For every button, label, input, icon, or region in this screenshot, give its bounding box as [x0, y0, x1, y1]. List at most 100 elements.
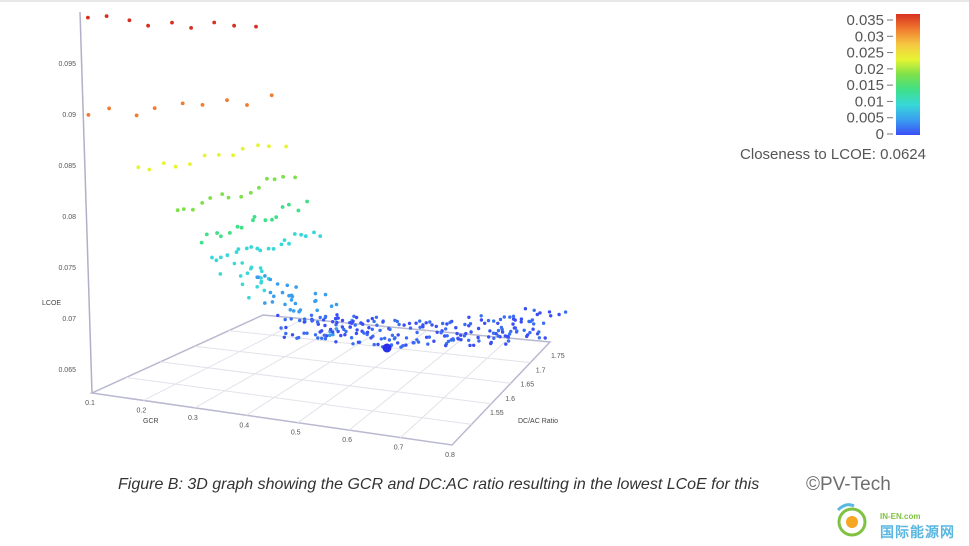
data-point	[421, 325, 425, 329]
lcoe-tick-label: 0.085	[58, 163, 76, 170]
data-point	[454, 326, 458, 330]
data-point	[444, 343, 448, 348]
data-point	[86, 15, 90, 20]
dcac-tick-label: 1.6	[505, 396, 515, 403]
data-point	[331, 320, 335, 324]
data-point	[366, 319, 370, 323]
data-point	[383, 336, 387, 340]
data-point	[397, 322, 401, 327]
data-point	[529, 319, 533, 324]
data-point	[354, 315, 359, 320]
data-point	[316, 336, 320, 340]
data-point	[333, 316, 338, 321]
data-point	[188, 162, 192, 167]
data-point	[331, 330, 335, 334]
data-point	[235, 224, 240, 229]
data-point	[258, 248, 263, 253]
data-point	[280, 205, 285, 209]
data-point	[395, 319, 399, 324]
data-point	[489, 340, 493, 345]
data-point	[318, 234, 323, 239]
data-point	[271, 247, 276, 251]
data-point	[349, 336, 354, 340]
floor-grid	[89, 314, 552, 446]
data-point	[350, 321, 354, 325]
data-point	[210, 255, 214, 260]
data-point	[218, 272, 223, 276]
data-point	[459, 338, 463, 342]
data-point	[161, 161, 166, 166]
data-point	[532, 322, 536, 326]
data-point	[448, 320, 452, 325]
data-point	[290, 333, 295, 337]
data-point	[275, 282, 280, 286]
data-point	[563, 310, 568, 314]
data-point	[459, 333, 463, 337]
gcr-tick-label: 0.6	[342, 437, 352, 444]
data-point	[479, 318, 484, 322]
watermark-text: ©PV-Tech	[806, 474, 891, 495]
data-point	[260, 269, 264, 274]
data-point	[312, 230, 316, 235]
data-point	[249, 245, 254, 249]
data-point	[416, 340, 421, 344]
data-point	[228, 231, 232, 235]
data-point	[282, 335, 286, 339]
data-point	[238, 274, 243, 278]
data-point	[289, 317, 293, 321]
data-point	[173, 164, 178, 169]
data-point	[318, 315, 322, 320]
data-point	[258, 266, 263, 270]
data-point	[299, 232, 303, 237]
data-point	[388, 327, 392, 332]
data-point	[309, 313, 314, 317]
data-point	[245, 103, 249, 107]
data-point	[434, 324, 438, 329]
data-point	[418, 319, 422, 323]
data-point	[479, 314, 483, 318]
data-point	[216, 153, 221, 157]
data-point	[352, 314, 356, 318]
data-point	[262, 288, 267, 293]
data-point	[181, 207, 186, 212]
x-axis-label: GCR	[143, 418, 159, 425]
data-point	[488, 329, 492, 333]
grid-line-gcr	[348, 333, 469, 431]
data-point	[127, 18, 132, 23]
data-point	[360, 329, 364, 333]
data-point	[355, 328, 359, 332]
data-point	[281, 174, 285, 179]
data-point	[311, 318, 315, 322]
data-point	[496, 334, 500, 338]
data-point	[486, 318, 491, 323]
dcac-tick-label: 1.7	[536, 367, 546, 374]
data-point	[266, 246, 271, 251]
data-point	[297, 335, 301, 340]
data-point	[353, 323, 357, 327]
data-point	[498, 317, 503, 322]
data-point	[426, 342, 430, 346]
data-point	[477, 339, 481, 343]
grid-line-dcac	[228, 330, 531, 364]
data-point	[396, 333, 400, 337]
data-point	[134, 113, 139, 118]
data-point	[340, 318, 345, 323]
data-point	[528, 330, 532, 335]
data-point	[455, 331, 459, 336]
data-point	[263, 218, 268, 223]
data-point	[412, 341, 416, 345]
data-point	[302, 317, 307, 321]
data-point	[511, 322, 515, 326]
data-point	[445, 322, 449, 326]
data-point	[314, 298, 318, 303]
data-point	[351, 342, 355, 346]
data-point	[239, 225, 244, 230]
data-point	[381, 320, 385, 324]
data-point	[339, 333, 343, 338]
data-point	[476, 326, 481, 331]
data-point	[263, 274, 267, 278]
data-point	[407, 321, 412, 326]
data-point	[404, 343, 408, 347]
